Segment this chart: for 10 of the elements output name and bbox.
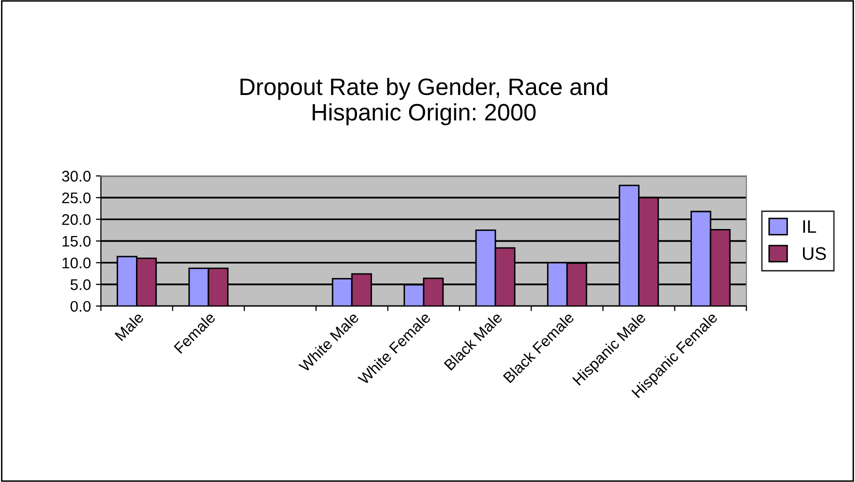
y-tick-label: 20.0 (62, 214, 91, 225)
legend-label: US (803, 247, 826, 260)
chart-title: Dropout Rate by Gender, Race and Hispanic Origin: 2000 (240, 78, 608, 126)
legend-label: IL (803, 220, 816, 233)
y-tick-label: 15.0 (62, 236, 91, 247)
y-tick-label: 25.0 (62, 192, 91, 204)
y-tick-label: 0.0 (70, 300, 91, 312)
y-tick-label: 5.0 (70, 279, 91, 290)
y-tick-label: 10.0 (62, 258, 91, 268)
y-tick-label: 30.0 (62, 170, 91, 182)
